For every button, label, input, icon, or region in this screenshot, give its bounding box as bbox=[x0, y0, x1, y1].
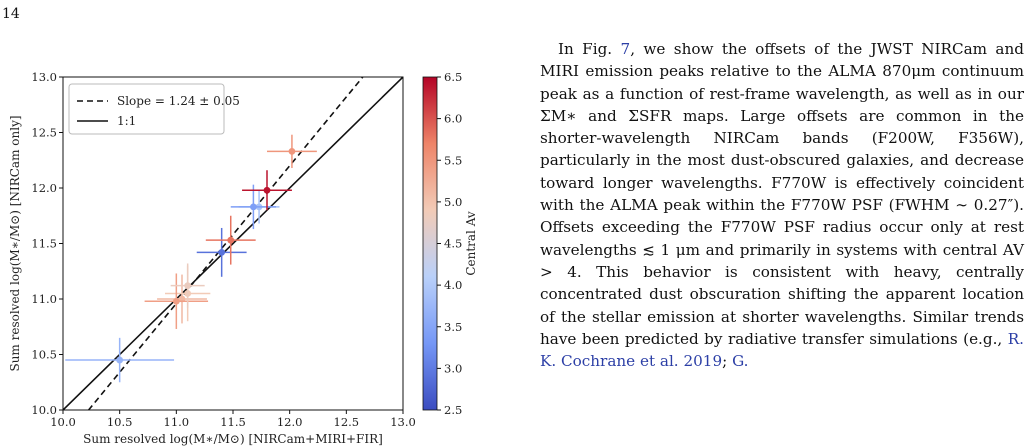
legend-label: Slope = 1.24 ± 0.05 bbox=[117, 94, 240, 108]
data-point bbox=[242, 170, 292, 211]
point-marker bbox=[218, 248, 226, 256]
point-marker bbox=[288, 147, 296, 155]
x-tick-label: 12.5 bbox=[334, 415, 360, 429]
y-tick-label: 10.5 bbox=[31, 348, 57, 362]
data-point bbox=[170, 263, 205, 308]
colorbar-tick-label: 2.5 bbox=[444, 403, 462, 417]
colorbar-tick-label: 6.5 bbox=[444, 70, 462, 84]
axes: 10.0 10.5 11.0 11.5 12.0 12.5 13.0 10.0 10.5 11.0… bbox=[8, 70, 416, 446]
point-marker bbox=[250, 203, 257, 211]
data-point bbox=[157, 274, 207, 324]
data-point bbox=[196, 227, 247, 277]
legend: Slope = 1.24 ± 0.05 1:1 bbox=[68, 83, 240, 135]
point-marker bbox=[172, 297, 180, 305]
colorbar-tick-label: 3.0 bbox=[444, 361, 462, 375]
x-axis-label: Sum resolved log(M∗/M⊙) [NIRCam+MIRI+FIR… bbox=[83, 432, 383, 446]
y-tick-label: 12.5 bbox=[31, 126, 57, 140]
colorbar-tick-label: 3.5 bbox=[444, 320, 462, 334]
data-point bbox=[65, 337, 175, 383]
body-paragraph: In Fig. 7, we show the offsets of the JW… bbox=[540, 38, 1024, 372]
x-tick-label: 10.0 bbox=[50, 415, 76, 429]
colorbar-gradient bbox=[422, 76, 438, 411]
plot-area bbox=[63, 77, 403, 410]
y-tick-label: 12.0 bbox=[31, 181, 57, 195]
colorbar-tick-label: 4.5 bbox=[444, 237, 462, 251]
y-tick-label: 10.0 bbox=[31, 403, 57, 417]
point-marker bbox=[227, 236, 235, 244]
data-point bbox=[144, 273, 209, 329]
text-run: , we show the offsets of the JWST NIRCam… bbox=[540, 40, 1024, 348]
y-tick-label: 13.0 bbox=[31, 70, 57, 84]
y-axis-label: Sum resolved log(M∗/M⊙) [NIRCam only] bbox=[8, 115, 22, 371]
colorbar: 2.5 3.0 3.5 4.0 4.5 5.0 5.5 6.0 6.5 Central Av bbox=[422, 70, 478, 417]
point-marker bbox=[263, 186, 271, 194]
colorbar-tick-label: 6.0 bbox=[444, 112, 462, 126]
legend-box bbox=[68, 83, 225, 135]
legend-label: 1:1 bbox=[117, 114, 136, 128]
data-point bbox=[230, 184, 277, 230]
text-run: ; bbox=[722, 352, 733, 371]
citation-link[interactable]: G. bbox=[732, 352, 749, 371]
x-tick-label: 11.5 bbox=[220, 415, 246, 429]
figure: 10.0 10.5 11.0 11.5 12.0 12.5 13.0 10.0 10.5 11.0… bbox=[8, 70, 478, 446]
figure-ref-link[interactable]: 7 bbox=[620, 40, 631, 58]
colorbar-tick-label: 4.0 bbox=[444, 278, 462, 292]
scatter-chart: 10.0 10.5 11.0 11.5 12.0 12.5 13.0 10.0 10.5 11.0… bbox=[8, 70, 478, 446]
colorbar-tick-label: 5.5 bbox=[444, 153, 462, 167]
text-run: In Fig. bbox=[558, 40, 621, 58]
point-marker bbox=[184, 282, 192, 290]
fit-line bbox=[87, 77, 364, 410]
data-point bbox=[205, 215, 256, 265]
x-tick-label: 10.5 bbox=[107, 415, 133, 429]
citation-link[interactable]: R. K. Cochrane et al. 2019 bbox=[540, 329, 1024, 371]
colorbar-tick-label: 5.0 bbox=[444, 195, 462, 209]
x-tick-label: 13.0 bbox=[390, 415, 416, 429]
data-point bbox=[267, 134, 317, 169]
point-marker bbox=[116, 356, 124, 364]
y-tick-label: 11.0 bbox=[31, 292, 57, 306]
x-tick-label: 11.0 bbox=[164, 415, 190, 429]
colorbar-label: Central Av bbox=[464, 211, 478, 276]
page-number: 14 bbox=[2, 6, 20, 22]
y-tick-label: 11.5 bbox=[31, 237, 57, 251]
x-tick-label: 12.0 bbox=[277, 415, 303, 429]
